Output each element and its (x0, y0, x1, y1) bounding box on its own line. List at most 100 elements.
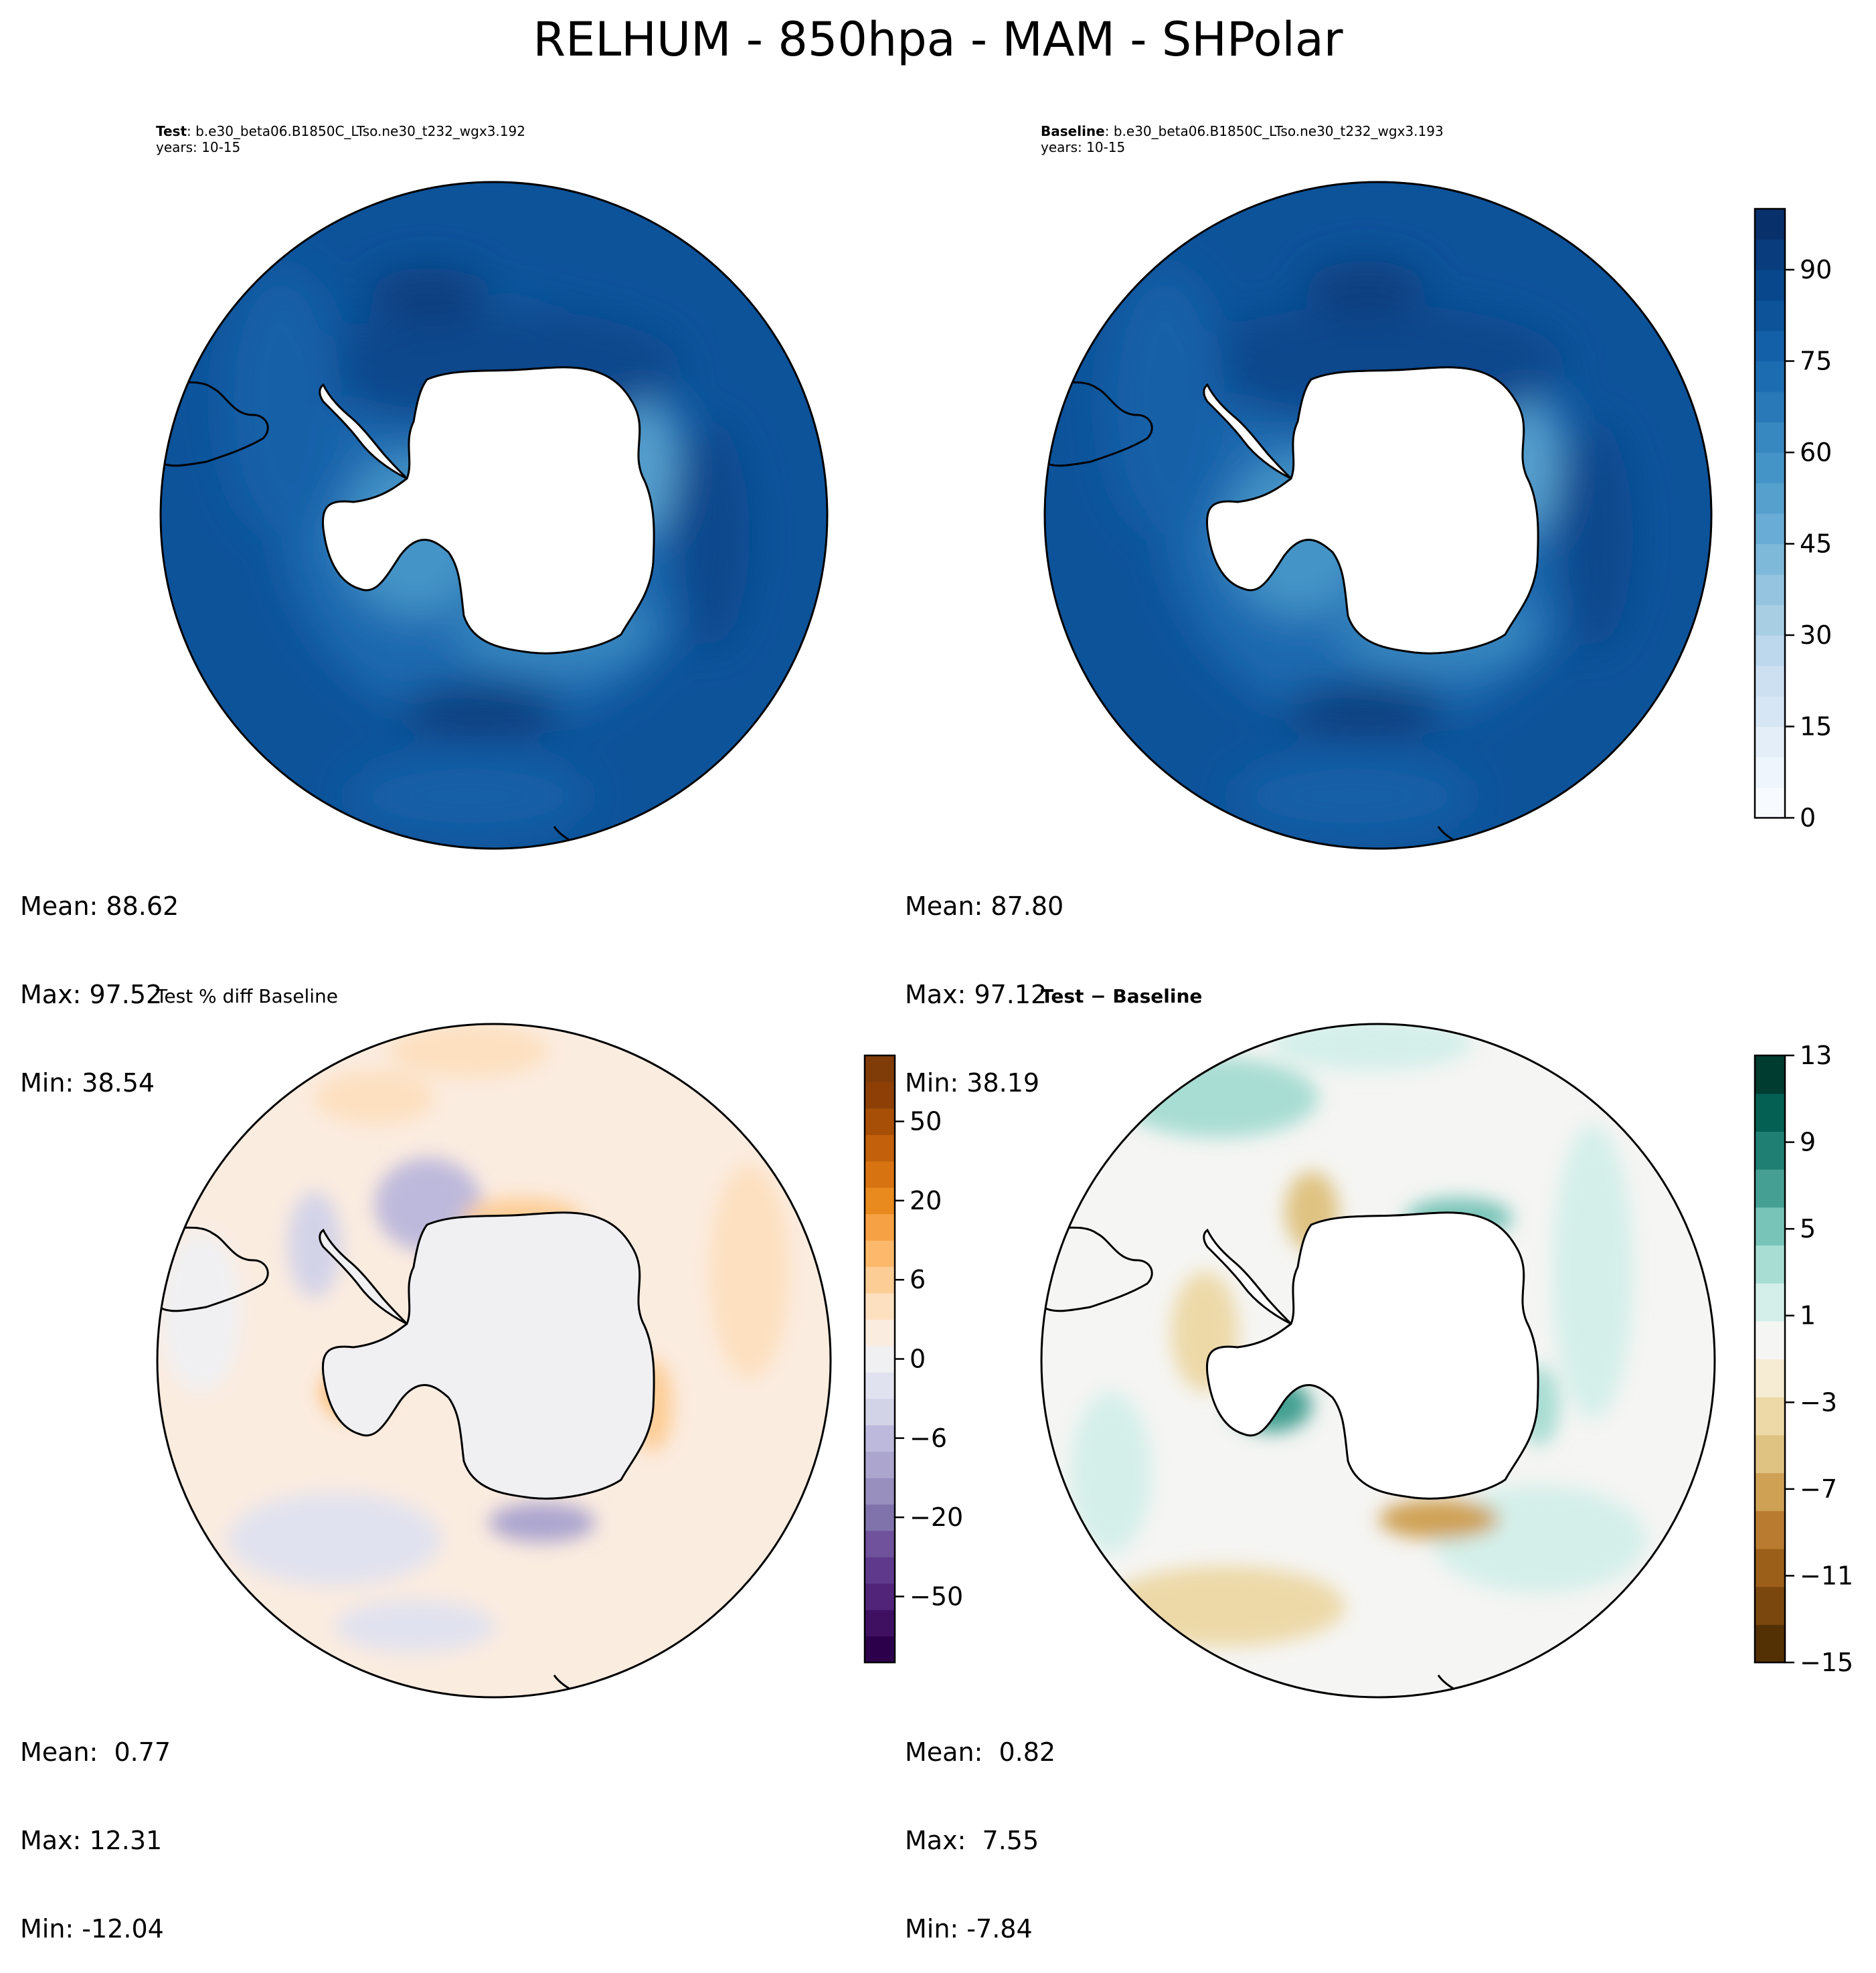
colorbar-pctdiff-segment (865, 1319, 895, 1347)
colorbar-pctdiff-segment (865, 1425, 895, 1452)
colorbar-pctdiff-segment (865, 1292, 895, 1320)
diff-stats: Mean: 0.82 Max: 7.55 Min: -7.84 (905, 1679, 1055, 1973)
colorbar-relhum-segment (1755, 574, 1785, 606)
colorbar-diff-segment (1755, 1245, 1785, 1284)
colorbar-relhum-frame (1754, 207, 1786, 819)
map-baseline (1043, 181, 1713, 850)
colorbar-diff-tick-label: 13 (1800, 1041, 1832, 1070)
colorbar-relhum: 0 15 30 45 60 75 90 (1754, 207, 1832, 833)
pctdiff-min: Min: -12.04 (20, 1914, 164, 1944)
colorbar-pctdiff-segment (865, 1451, 895, 1478)
baseline-stats: Mean: 87.80 Max: 97.12 Min: 38.19 (905, 833, 1063, 1127)
colorbar-pctdiff-segment (865, 1240, 895, 1268)
test-stats: Mean: 88.62 Max: 97.52 Min: 38.54 (20, 833, 179, 1127)
colorbar-diff-segment (1755, 1624, 1785, 1663)
test-min: Min: 38.54 (20, 1068, 155, 1098)
colorbar-relhum-segment (1755, 392, 1785, 423)
colorbar-pctdiff-segment (865, 1610, 895, 1637)
colorbar-pctdiff-segment (865, 1187, 895, 1215)
colorbar-pctdiff-segment (865, 1345, 895, 1373)
colorbar-relhum-tick-label: 30 (1800, 620, 1832, 650)
diff-mean: Mean: 0.82 (905, 1737, 1056, 1767)
colorbar-relhum-segment (1755, 757, 1785, 788)
colorbar-relhum-segment (1755, 452, 1785, 484)
test-case-name: : b.e30_beta06.B1850C_LTso.ne30_t232_wgx… (187, 123, 525, 139)
colorbar-diff-segment (1755, 1397, 1785, 1436)
baseline-max: Max: 97.12 (905, 980, 1047, 1009)
colorbar-diff-segment (1755, 1472, 1785, 1511)
colorbar-diff-tick-label: 1 (1800, 1301, 1816, 1331)
colorbar-relhum-segment (1755, 361, 1785, 392)
colorbar-diff-segment (1755, 1169, 1785, 1208)
colorbar-diff-segment (1755, 1359, 1785, 1397)
test-max: Max: 97.52 (20, 980, 163, 1009)
colorbar-pctdiff-segment (865, 1477, 895, 1505)
colorbar-diff-tick-label: −11 (1800, 1561, 1853, 1590)
colorbar-pctdiff-segment (865, 1504, 895, 1531)
colorbar-pctdiff-tick-label: −20 (910, 1503, 963, 1532)
colorbar-diff-segment (1755, 1511, 1785, 1549)
colorbar-relhum-tick-label: 0 (1800, 803, 1816, 833)
diff-min: Min: -7.84 (905, 1914, 1033, 1944)
colorbar-relhum-segment (1755, 543, 1785, 575)
baseline-years: years: 10-15 (1041, 139, 1126, 155)
colorbar-pctdiff-tick-label: −50 (910, 1581, 963, 1611)
colorbar-pctdiff-segment (865, 1161, 895, 1188)
colorbar-pctdiff-segment (865, 1055, 895, 1083)
colorbar-pctdiff-segment (865, 1636, 895, 1663)
colorbar-diff-segment (1755, 1586, 1785, 1625)
colorbar-pctdiff-tick-label: −6 (910, 1424, 947, 1453)
colorbar-pctdiff-segment (865, 1134, 895, 1162)
pctdiff-mean: Mean: 0.77 (20, 1737, 171, 1767)
colorbar-pctdiff-tick-label: 20 (910, 1186, 942, 1215)
colorbar-diff-tick-label: 5 (1800, 1214, 1816, 1243)
colorbar-relhum-segment (1755, 696, 1785, 727)
colorbar-pctdiff-segment (865, 1082, 895, 1109)
colorbar-pctdiff-segment (865, 1583, 895, 1610)
colorbar-diff-segment (1755, 1548, 1785, 1588)
colorbar-pctdiff-tick-label: 0 (910, 1345, 926, 1374)
colorbar-relhum-segment (1755, 665, 1785, 697)
colorbar-diff-tick-label: 9 (1800, 1128, 1816, 1157)
colorbar-pctdiff-segment (865, 1213, 895, 1241)
colorbar-relhum-tick-label: 90 (1800, 255, 1832, 284)
figure-title: RELHUM - 850hpa - MAM - SHPolar (533, 12, 1343, 67)
colorbar-diff-tick-label: −7 (1800, 1474, 1837, 1504)
colorbar-pctdiff: 50 20 6 0 −6 −20 −50 (863, 1054, 963, 1664)
colorbar-diff-tick-label: −15 (1800, 1648, 1853, 1677)
colorbar-diff: 13 9 5 1 −3 −7 −11 −15 (1754, 1041, 1853, 1677)
colorbar-diff-segment (1755, 1055, 1785, 1094)
map-pctdiff (156, 1023, 832, 1699)
colorbar-diff-segment (1755, 1093, 1785, 1132)
test-years: years: 10-15 (156, 139, 241, 155)
baseline-header: Baseline: b.e30_beta06.B1850C_LTso.ne30_… (1041, 123, 1444, 139)
colorbar-relhum-segment (1755, 635, 1785, 667)
pctdiff-max: Max: 12.31 (20, 1826, 163, 1855)
colorbar-relhum-segment (1755, 270, 1785, 301)
map-test (159, 181, 829, 850)
colorbar-diff-tick-label: −3 (1800, 1387, 1837, 1417)
colorbar-diff-segment (1755, 1131, 1785, 1170)
pctdiff-title: Test % diff Baseline (156, 985, 339, 1007)
colorbar-diff-segment (1755, 1434, 1785, 1474)
colorbar-relhum-segment (1755, 422, 1785, 453)
colorbar-relhum-tick-label: 60 (1800, 438, 1832, 467)
colorbar-pctdiff-segment (865, 1266, 895, 1294)
colorbar-relhum-segment (1755, 787, 1785, 819)
colorbar-relhum-tick-label: 75 (1800, 347, 1832, 376)
map-diff (1040, 1023, 1716, 1699)
baseline-label: Baseline (1041, 123, 1105, 139)
colorbar-relhum-segment (1755, 331, 1785, 362)
colorbar-pctdiff-segment (865, 1530, 895, 1557)
colorbar-pctdiff-segment (865, 1108, 895, 1135)
colorbar-diff-segment (1755, 1283, 1785, 1322)
colorbar-pctdiff-tick-label: 50 (910, 1107, 942, 1136)
colorbar-pctdiff-segment (865, 1557, 895, 1584)
colorbar-relhum-segment (1755, 604, 1785, 636)
diff-title: Test − Baseline (1041, 985, 1203, 1007)
colorbar-relhum-segment (1755, 513, 1785, 545)
test-header: Test: b.e30_beta06.B1850C_LTso.ne30_t232… (156, 123, 525, 139)
colorbar-diff-segment (1755, 1207, 1785, 1246)
colorbar-diff-frame (1754, 1054, 1786, 1664)
